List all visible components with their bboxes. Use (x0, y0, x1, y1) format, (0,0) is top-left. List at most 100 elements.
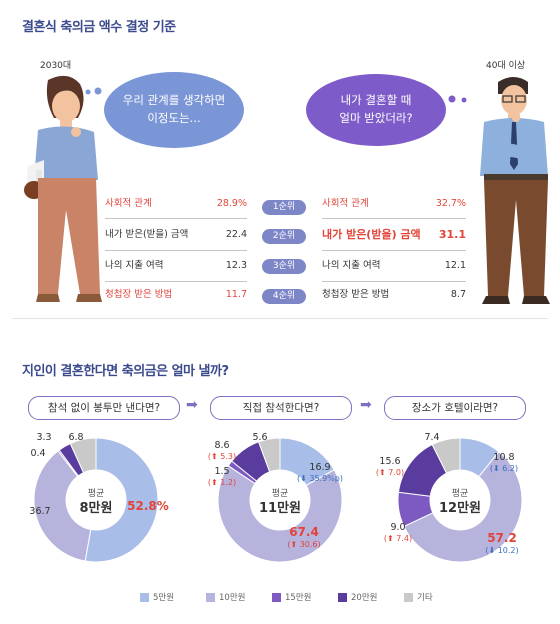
left-row-2-value: 22.4 (225, 229, 247, 240)
chart3-value-15man: 9.0 (390, 522, 405, 533)
legend-label-10man: 10만원 (219, 593, 246, 603)
arrow-right-icon-1: ➡ (186, 397, 198, 413)
right-bubble-line1: 내가 결혼할 때 (340, 93, 412, 108)
right-row-2-value: 31.1 (438, 228, 466, 241)
chart3-avg-value: 12만원 (439, 500, 481, 516)
legend-item-10man: 10만원 (206, 591, 245, 603)
left-bubble-line2: 이정도는... (147, 111, 201, 125)
right-bubble-line2: 얼마 받았더라? (339, 111, 413, 125)
legend-label-20man: 20만원 (351, 593, 378, 603)
chart2-change-20man: (⬆ 5.3) (208, 452, 236, 461)
chart3-value-5man: 10.8 (493, 452, 514, 463)
section-divider (12, 318, 548, 319)
chart1-value-20man: 3.3 (36, 432, 51, 443)
young-woman-illustration (24, 75, 102, 302)
chart2-change-15man: (⬆ 1.2) (208, 478, 236, 487)
left-row-2-label: 내가 받은(받을) 금액 (105, 229, 189, 240)
legend-swatch-15man (272, 592, 281, 602)
left-row-4-label: 청첩장 받은 방법 (105, 289, 173, 300)
right-divider-2 (322, 250, 466, 251)
section1-title: 결혼식 축의금 액수 결정 기준 (22, 20, 176, 35)
chart3-value-20man: 15.6 (379, 456, 400, 467)
chart2-title-pill: 직접 참석한다면? (210, 396, 352, 420)
chart3-change-20man: (⬆ 7.0) (376, 468, 404, 477)
chart2-slice-etc (257, 437, 281, 473)
chart3-avg-label: 평균 (452, 488, 469, 499)
legend-item-etc: 기타 (404, 591, 433, 603)
left-row-4-value: 11.7 (225, 289, 247, 300)
chart3-change-10man: (⬇ 10.2) (485, 546, 518, 555)
chart2-avg-value: 11만원 (259, 500, 301, 516)
chart2-avg-label: 평균 (272, 488, 289, 499)
right-row-3-label: 나의 지출 여력 (322, 260, 381, 271)
left-row-3-label: 나의 지출 여력 (105, 260, 164, 271)
chart1-slice-5man (84, 437, 159, 563)
chart2-value-10man: 67.4 (289, 525, 319, 539)
legend-swatch-etc (404, 592, 413, 602)
legend-swatch-20man (338, 592, 347, 602)
left-divider-3 (105, 281, 247, 282)
rank-badge-2: 2순위 (262, 229, 306, 244)
thought-dots-left (85, 87, 102, 95)
legend-item-15man: 15만원 (272, 591, 311, 603)
right-row-1-value: 32.7% (435, 198, 466, 209)
chart1-slice-etc (69, 437, 97, 474)
right-row-2-label: 내가 받은(받을) 금액 (322, 228, 421, 241)
left-divider-1 (105, 218, 247, 219)
chart1-value-5man: 52.8% (127, 499, 169, 513)
left-row-1-value: 28.9% (216, 198, 247, 209)
right-divider-1 (322, 218, 466, 219)
chart3-change-15man: (⬆ 7.4) (384, 534, 412, 543)
left-bubble-line1: 우리 관계를 생각하면 (122, 93, 226, 108)
thought-dots-right (448, 95, 467, 103)
arrow-right-icon-2: ➡ (360, 397, 372, 413)
middle-aged-man-illustration (480, 77, 550, 304)
chart1-avg-value: 8만원 (80, 500, 113, 516)
chart1-value-10man: 36.7 (29, 506, 50, 517)
left-row-1-label: 사회적 관계 (105, 198, 152, 209)
rank-badge-4: 4순위 (262, 289, 306, 304)
chart2-value-15man: 1.5 (214, 466, 229, 477)
legend-label-5man: 5만원 (153, 593, 175, 603)
left-row-3: 나의 지출 여력 12.3 (105, 258, 247, 274)
right-row-3-value: 12.1 (444, 260, 466, 271)
right-group-label: 40대 이상 (486, 61, 526, 71)
chart3-value-10man: 57.2 (487, 531, 517, 545)
chart1-value-15man: 0.4 (30, 448, 45, 459)
chart2-change-5man: (⬇ 35.9%p) (297, 474, 343, 483)
chart3-change-5man: (⬇ 6.2) (490, 464, 518, 473)
chart3-title-pill: 장소가 호텔이라면? (384, 396, 526, 420)
right-divider-3 (322, 281, 466, 282)
legend-label-etc: 기타 (417, 593, 433, 603)
left-row-3-value: 12.3 (225, 260, 247, 271)
right-row-1: 사회적 관계 32.7% (322, 196, 466, 212)
right-row-4-label: 청첩장 받은 방법 (322, 289, 390, 300)
rank-badge-3: 3순위 (262, 259, 306, 274)
chart2-value-5man: 16.9 (309, 462, 330, 473)
left-row-2: 내가 받은(받을) 금액 22.4 (105, 227, 247, 243)
chart3-slice-10man (403, 451, 523, 563)
right-row-2: 내가 받은(받을) 금액 31.1 (322, 227, 466, 243)
chart3-value-etc: 7.4 (424, 432, 439, 443)
chart3-slice-etc (431, 437, 461, 474)
chart2-change-10man: (⬆ 30.6) (287, 540, 320, 549)
legend-item-20man: 20만원 (338, 591, 377, 603)
left-row-4: 청첩장 받은 방법 11.7 (105, 287, 247, 303)
rank-badge-1: 1순위 (262, 200, 306, 215)
right-row-4-value: 8.7 (450, 289, 466, 300)
section2-title: 지인이 결혼한다면 축의금은 얼마 낼까? (22, 364, 229, 379)
left-row-1: 사회적 관계 28.9% (105, 196, 247, 212)
legend-label-15man: 15만원 (285, 593, 312, 603)
legend-item-5man: 5만원 (140, 591, 174, 603)
left-divider-2 (105, 250, 247, 251)
chart2-value-20man: 8.6 (214, 440, 229, 451)
left-group-label: 2030대 (40, 61, 72, 71)
chart2-slice-10man (217, 465, 343, 563)
chart2-value-etc: 5.6 (252, 432, 267, 443)
right-row-3: 나의 지출 여력 12.1 (322, 258, 466, 274)
chart1-slice-10man (33, 450, 92, 562)
chart1-value-etc: 6.8 (68, 432, 83, 443)
